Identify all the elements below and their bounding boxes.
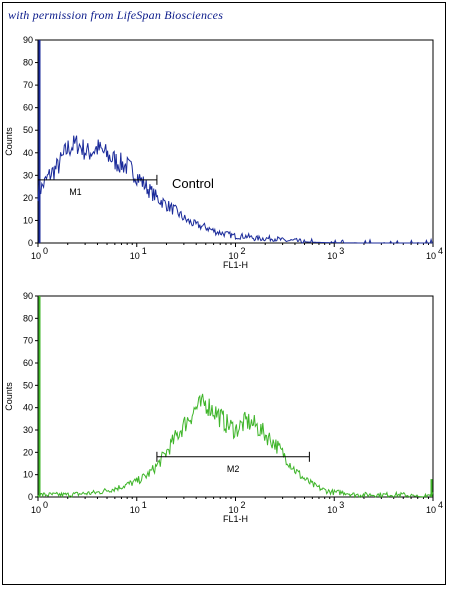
x-tick-label: 10 [31, 505, 41, 515]
x-tick-exponent: 3 [339, 246, 344, 256]
x-tick-label: 10 [327, 251, 337, 261]
x-tick-exponent: 1 [142, 500, 147, 510]
histogram-trace [37, 393, 434, 499]
x-axis-label: FL1-H [223, 514, 248, 524]
gate-label: M2 [227, 464, 240, 474]
x-tick-exponent: 2 [241, 500, 246, 510]
histogram-trace [37, 135, 433, 244]
y-tick-label: 70 [23, 336, 33, 346]
y-tick-label: 80 [23, 58, 33, 68]
x-axis-label: FL1-H [223, 260, 248, 270]
plot-area-frame [37, 39, 434, 244]
y-tick-label: 20 [23, 447, 33, 457]
x-tick-label: 10 [426, 251, 436, 261]
credit-text: with permission from LifeSpan Bioscience… [8, 8, 224, 22]
x-tick-label: 10 [426, 505, 436, 515]
y-tick-label: 50 [23, 125, 33, 135]
y-tick-label: 20 [23, 193, 33, 203]
x-tick-exponent: 2 [241, 246, 246, 256]
x-tick-exponent: 1 [142, 246, 147, 256]
y-axis-label: Counts [4, 127, 14, 156]
y-tick-label: 40 [23, 403, 33, 413]
y-tick-label: 10 [23, 215, 33, 225]
y-tick-label: 90 [23, 35, 33, 45]
gate-label: M1 [69, 187, 82, 197]
y-tick-label: 50 [23, 380, 33, 390]
y-tick-label: 40 [23, 148, 33, 158]
x-tick-label: 10 [31, 251, 41, 261]
x-tick-exponent: 3 [339, 500, 344, 510]
y-tick-label: 60 [23, 358, 33, 368]
x-tick-exponent: 0 [43, 500, 48, 510]
y-tick-label: 0 [28, 238, 33, 248]
x-tick-label: 10 [228, 505, 238, 515]
control-annotation: Control [172, 176, 214, 191]
y-tick-label: 0 [28, 492, 33, 502]
y-tick-label: 30 [23, 425, 33, 435]
y-tick-label: 10 [23, 470, 33, 480]
y-tick-label: 80 [23, 313, 33, 323]
figure-frame [2, 2, 446, 585]
x-tick-exponent: 4 [438, 246, 443, 256]
x-tick-label: 10 [228, 251, 238, 261]
x-tick-label: 10 [130, 251, 140, 261]
y-tick-label: 30 [23, 170, 33, 180]
x-tick-label: 10 [130, 505, 140, 515]
x-tick-exponent: 4 [438, 500, 443, 510]
x-tick-label: 10 [327, 505, 337, 515]
x-tick-exponent: 0 [43, 246, 48, 256]
y-tick-label: 60 [23, 103, 33, 113]
y-tick-label: 70 [23, 80, 33, 90]
y-tick-label: 90 [23, 291, 33, 301]
y-axis-label: Counts [4, 382, 14, 411]
